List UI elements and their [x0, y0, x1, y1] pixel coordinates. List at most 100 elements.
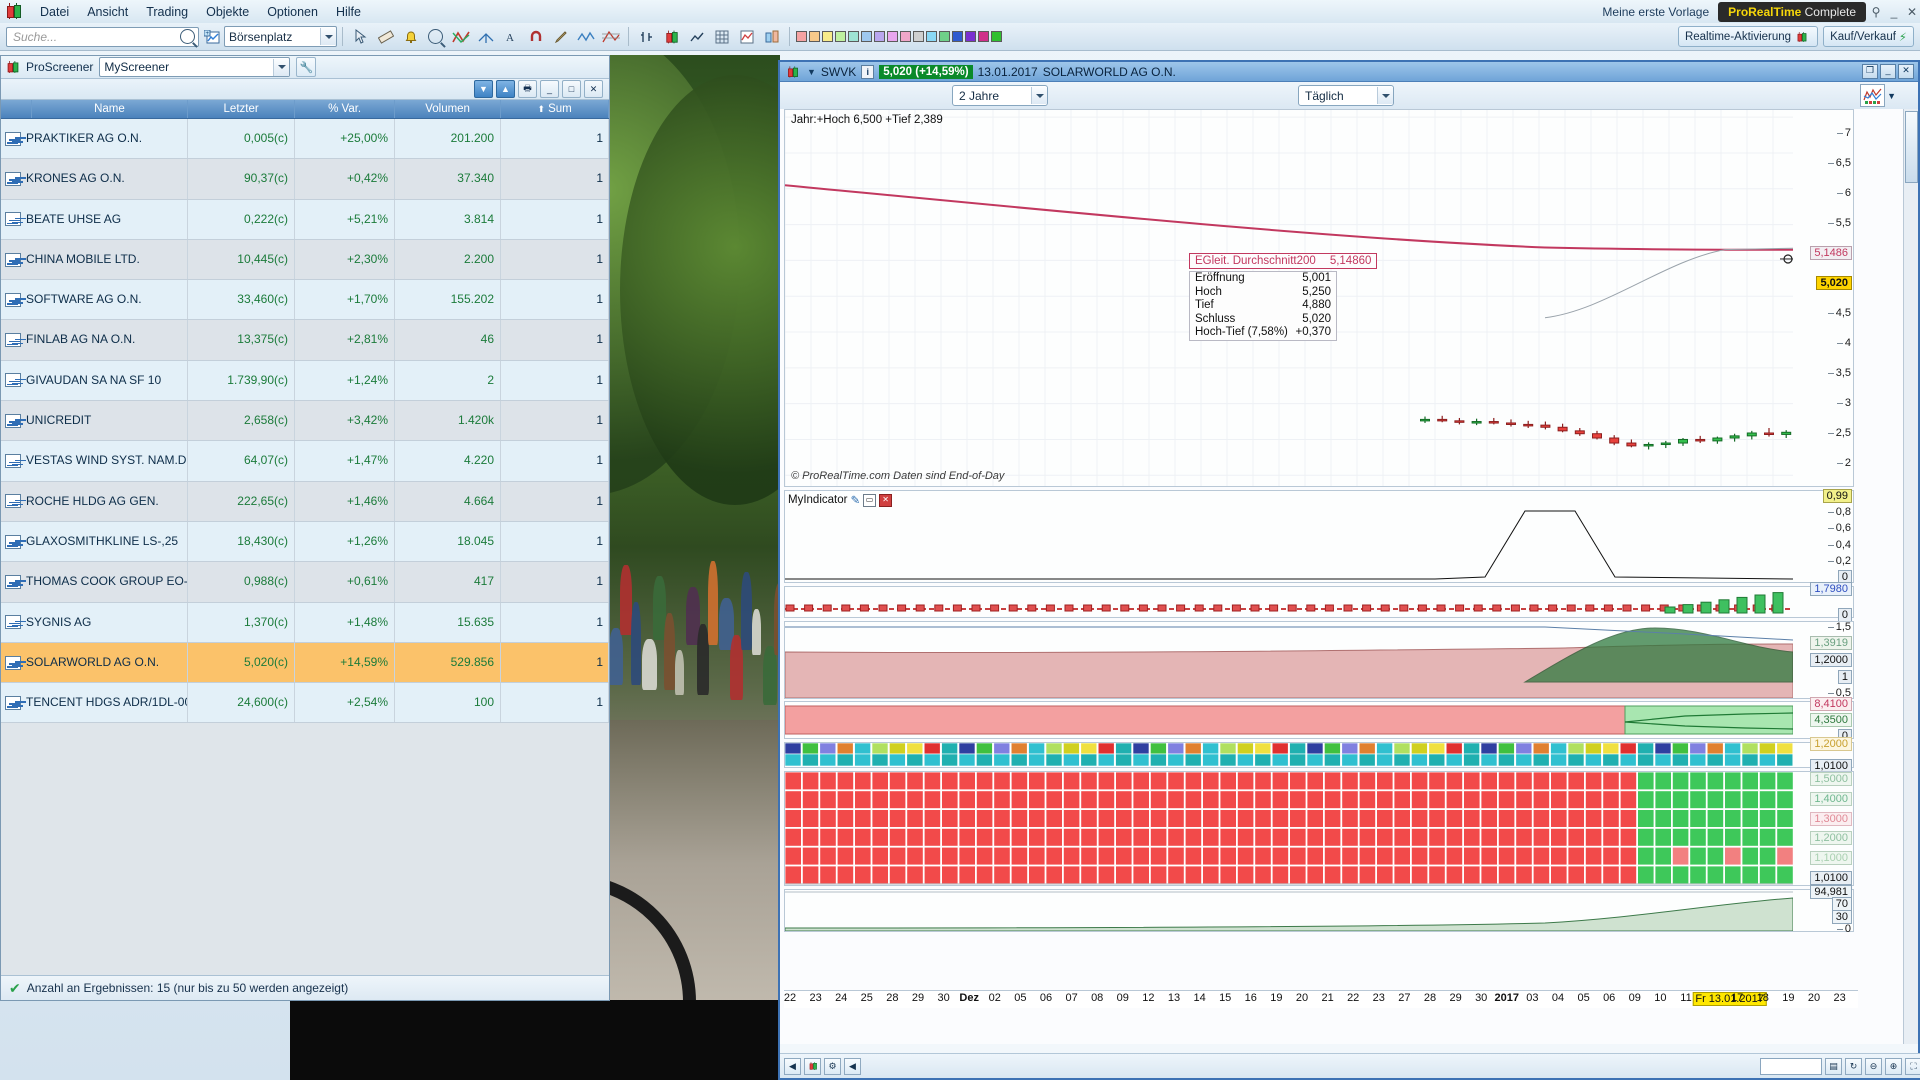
row-chart-icon[interactable]: [5, 454, 21, 469]
y-axis-label[interactable]: 1,3000: [1810, 811, 1852, 826]
table-row[interactable]: CHINA MOBILE LTD. 10,445(c) +2,30% 2.200 1: [1, 239, 609, 281]
scrollbar-thumb[interactable]: [1905, 111, 1918, 183]
row-chart-icon[interactable]: [5, 574, 21, 589]
row-chart-icon[interactable]: [5, 494, 21, 509]
scroll-down-button[interactable]: ▼: [474, 80, 493, 98]
colorbars-panel[interactable]: 1,2000 1,0100: [784, 737, 1854, 773]
y-axis-label[interactable]: 1,5000: [1810, 771, 1852, 786]
oscillator-y-axis[interactable]: 94,981 70 30 0: [1791, 885, 1853, 935]
magnet-tool-icon[interactable]: [524, 25, 547, 48]
indicator-picker-icon[interactable]: [1860, 84, 1886, 107]
period-select[interactable]: 2 Jahre: [952, 85, 1048, 106]
timeframe-select[interactable]: Täglich: [1298, 85, 1394, 106]
row-chart-icon[interactable]: [5, 252, 21, 267]
swatch-12[interactable]: [952, 31, 963, 42]
menu-ansicht[interactable]: Ansicht: [78, 3, 137, 21]
row-chart-icon[interactable]: [5, 695, 21, 710]
colorbars-y-axis[interactable]: 1,2000 1,0100: [1791, 737, 1853, 773]
histogram-y-axis[interactable]: 1,7980 0: [1791, 581, 1853, 623]
collapse-indicator-icon[interactable]: ▭: [863, 493, 877, 507]
search-input[interactable]: Suche...: [6, 26, 199, 47]
product-badge[interactable]: ProRealTime Complete: [1718, 1, 1866, 22]
footer-zoom-in-icon[interactable]: ⊕: [1885, 1057, 1902, 1075]
trendline-tool-icon[interactable]: [449, 25, 472, 48]
chart-type-bars-icon[interactable]: [635, 25, 658, 48]
y-axis-label[interactable]: 94,981: [1810, 885, 1852, 900]
chart-canvas[interactable]: Jahr:+Hoch 6,500 +Tief 2,389 © ProRealTi…: [780, 109, 1918, 1044]
footer-save-icon[interactable]: ▤: [1825, 1057, 1842, 1075]
zigzag-tool-icon[interactable]: [574, 25, 597, 48]
swatch-5[interactable]: [861, 31, 872, 42]
y-axis-label[interactable]: 1,2000: [1810, 737, 1852, 752]
text-tool-icon[interactable]: A: [499, 25, 522, 48]
y-axis-label[interactable]: 5,020: [1816, 275, 1852, 290]
row-chart-icon[interactable]: [5, 131, 21, 146]
y-axis-label[interactable]: 1,3919: [1810, 636, 1852, 651]
swatch-15[interactable]: [991, 31, 1002, 42]
info-icon[interactable]: i: [861, 64, 875, 79]
swatch-11[interactable]: [939, 31, 950, 42]
table-row[interactable]: UNICREDIT 2,658(c) +3,42% 1.420k 1: [1, 401, 609, 442]
table-row[interactable]: SOLARWORLD AG O.N. 5,020(c) +14,59% 529.856…: [1, 642, 609, 684]
matrix-panel[interactable]: 1,5000 1,4000 1,3000 1,2000 1,1000 1,0100: [784, 771, 1854, 886]
oscillator-panel[interactable]: 94,981 70 30 0: [784, 885, 1854, 935]
y-axis-label[interactable]: 1,4000: [1810, 791, 1852, 806]
table-row[interactable]: SOFTWARE AG O.N. 33,460(c) +1,70% 155.202 1: [1, 280, 609, 321]
y-axis-label[interactable]: 1: [1837, 669, 1852, 684]
col-name[interactable]: Name: [32, 100, 189, 118]
y-axis-label[interactable]: 5,1486: [1810, 245, 1852, 260]
chart-type-line-icon[interactable]: [685, 25, 708, 48]
swatch-2[interactable]: [822, 31, 833, 42]
chart-restore-button[interactable]: ❐: [1862, 64, 1878, 79]
pencil-tool-icon[interactable]: [549, 25, 572, 48]
matrix-y-axis[interactable]: 1,5000 1,4000 1,3000 1,2000 1,1000 1,0100: [1791, 771, 1853, 886]
row-chart-icon[interactable]: [5, 373, 21, 388]
indicator-add-icon[interactable]: [735, 25, 758, 48]
grid-toggle-icon[interactable]: [710, 25, 733, 48]
table-row[interactable]: THOMAS COOK GROUP EO-,01 0,988(c) +0,61% 41…: [1, 562, 609, 603]
swatch-1[interactable]: [809, 31, 820, 42]
table-row[interactable]: BEATE UHSE AG 0,222(c) +5,21% 3.814 1: [1, 199, 609, 240]
y-axis-label[interactable]: 30: [1831, 909, 1852, 924]
y-axis-label[interactable]: 4,3500: [1810, 713, 1852, 727]
y-axis-label[interactable]: 8,4100: [1810, 697, 1852, 712]
chevron-down-icon[interactable]: ▼: [807, 66, 816, 77]
chart-close-button[interactable]: ✕: [1898, 64, 1914, 79]
row-chart-icon[interactable]: [5, 212, 21, 227]
pitchfork-tool-icon[interactable]: [474, 25, 497, 48]
range-panel[interactable]: 8,4100 4,3500 0: [784, 697, 1854, 743]
compare-icon[interactable]: [760, 25, 783, 48]
y-axis-label[interactable]: 1,2000: [1810, 831, 1852, 846]
price-y-axis[interactable]: 7 6,5 6 5,5 5,1486 5,020 4,5 4 3,5 3 2,5 2: [1791, 110, 1853, 486]
range-y-axis[interactable]: 8,4100 4,3500 0: [1791, 697, 1853, 743]
ruler-tool-icon[interactable]: [374, 25, 397, 48]
swatch-13[interactable]: [965, 31, 976, 42]
band-panel[interactable]: 1,5 1,3919 1,2000 1 0,5: [784, 621, 1854, 699]
col-letzter[interactable]: Letzter: [188, 100, 296, 118]
indicator-header[interactable]: MyIndicator ✎ ▭ ✕: [788, 493, 893, 507]
row-chart-icon[interactable]: [5, 655, 21, 670]
cursor-tool-icon[interactable]: [349, 25, 372, 48]
table-row[interactable]: SYGNIS AG 1,370(c) +1,48% 15.635 1: [1, 602, 609, 643]
footer-refresh-icon[interactable]: ↻: [1845, 1057, 1862, 1075]
close-window-button[interactable]: ✕: [1906, 4, 1918, 19]
y-axis-label[interactable]: 1,1000: [1810, 851, 1852, 866]
col-sum[interactable]: ⬆ Sum: [501, 100, 609, 118]
screener-results-table[interactable]: PRAKTIKER AG O.N. 0,005(c) +25,00% 201.200 1…: [1, 119, 609, 985]
market-select[interactable]: Börsenplatz: [224, 26, 337, 47]
price-panel[interactable]: Jahr:+Hoch 6,500 +Tief 2,389 © ProRealTi…: [784, 109, 1854, 487]
swatch-10[interactable]: [926, 31, 937, 42]
y-axis-label[interactable]: 70: [1831, 897, 1852, 912]
swatch-6[interactable]: [874, 31, 885, 42]
scroll-up-button[interactable]: ▲: [496, 80, 515, 98]
col-var[interactable]: % Var.: [295, 100, 396, 118]
menu-objekte[interactable]: Objekte: [197, 3, 258, 21]
minimize-panel-button[interactable]: _: [540, 80, 559, 98]
myindicator-panel[interactable]: MyIndicator ✎ ▭ ✕ 0,99 0,8 0,6 0,4 0,2 0: [784, 489, 1854, 584]
footer-nav-prev-icon[interactable]: ◀: [784, 1057, 801, 1075]
band-y-axis[interactable]: 1,5 1,3919 1,2000 1 0,5: [1791, 621, 1853, 699]
table-row[interactable]: ROCHE HLDG AG GEN. 222,65(c) +1,46% 4.664 1: [1, 481, 609, 522]
menu-hilfe[interactable]: Hilfe: [327, 3, 370, 21]
swatch-3[interactable]: [835, 31, 846, 42]
chart-type-candles-icon[interactable]: [660, 25, 683, 48]
